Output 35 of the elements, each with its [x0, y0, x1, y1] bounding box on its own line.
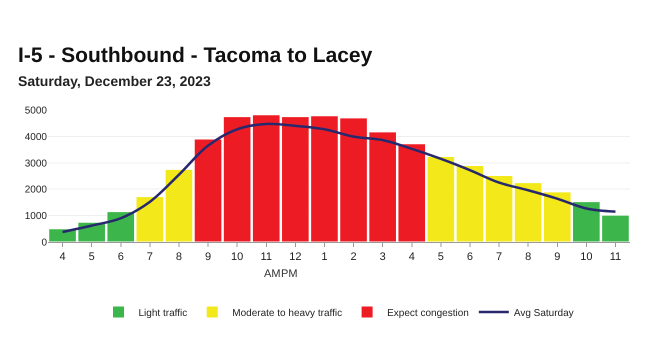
- x-tick-label: 4: [408, 251, 415, 264]
- y-tick-label: 1000: [24, 211, 48, 222]
- x-tick-label: 7: [496, 251, 502, 264]
- x-tick-label: 8: [176, 251, 182, 264]
- x-tick-label: 11: [610, 251, 622, 264]
- x-tick-label: 5: [438, 251, 444, 264]
- x-tick-label: 9: [204, 251, 212, 264]
- legend-label: Avg Saturday: [514, 308, 574, 319]
- x-tick-label: 1: [321, 251, 328, 264]
- y-tick-label: 3000: [24, 158, 48, 170]
- legend-label: Expect congestion: [387, 308, 469, 319]
- y-tick-label: 0: [41, 238, 48, 248]
- x-tick-label: 6: [118, 251, 124, 264]
- x-tick-label: 10: [580, 251, 592, 264]
- x-tick-label: 3: [380, 251, 386, 264]
- x-tick-label: 9: [554, 251, 560, 264]
- legend-label: Moderate to heavy traffic: [232, 308, 342, 319]
- chart-title: I-5 - Southbound - Tacoma to Lacey: [18, 44, 372, 68]
- legend-label: Light traffic: [138, 308, 188, 319]
- x-tick-label: 6: [466, 251, 474, 264]
- y-tick-label: 4000: [24, 132, 48, 143]
- y-tick-label: 2000: [24, 184, 48, 196]
- x-tick-label: 8: [525, 251, 532, 264]
- x-tick-label: 4: [59, 251, 66, 264]
- x-tick-label: 10: [231, 251, 244, 264]
- x-tick-label: 12: [289, 251, 302, 264]
- line-series: [61, 122, 617, 234]
- x-tick-label: 5: [88, 251, 95, 264]
- text: AM: [264, 268, 280, 280]
- y-tick-label: 5000: [24, 106, 48, 116]
- chart-subtitle: Saturday, December 23, 2023: [18, 73, 211, 89]
- x-tick-label: 11: [260, 251, 272, 264]
- text: PM: [281, 268, 298, 280]
- x-tick-label: 7: [146, 251, 153, 264]
- x-tick-label: 2: [350, 251, 357, 264]
